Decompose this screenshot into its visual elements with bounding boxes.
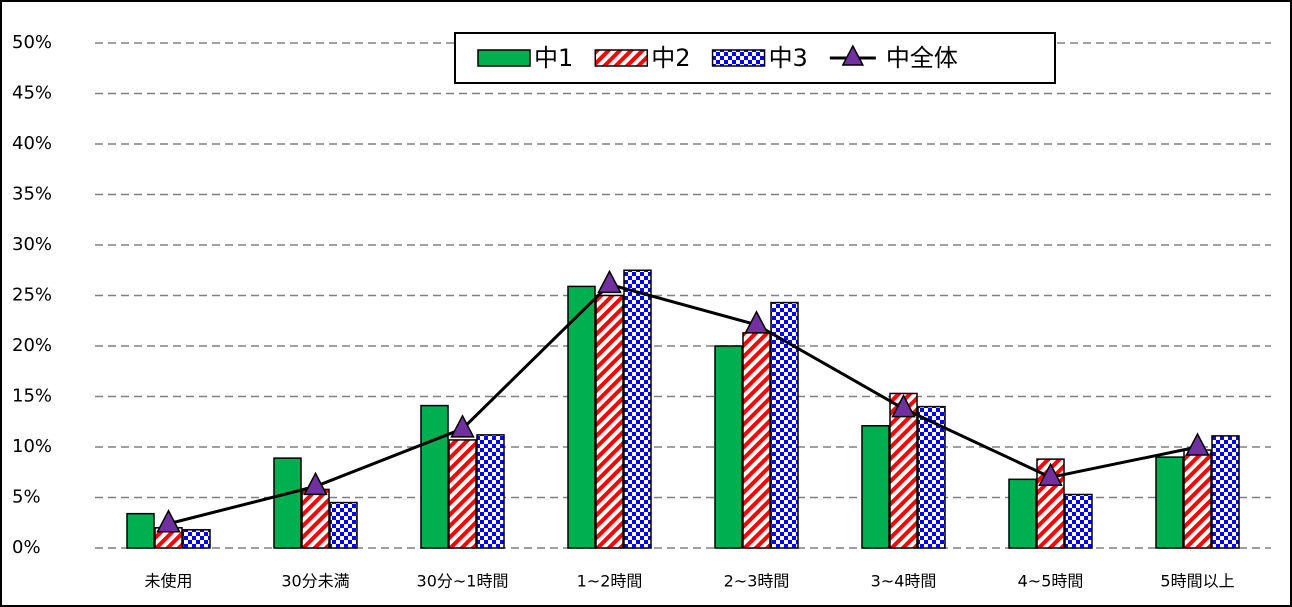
y-tick-label: 40% bbox=[12, 133, 52, 154]
x-tick-label: 2~3時間 bbox=[724, 572, 790, 591]
y-tick-label: 25% bbox=[12, 285, 52, 306]
legend-marker bbox=[841, 44, 865, 66]
bar bbox=[1183, 449, 1212, 549]
bar bbox=[714, 345, 743, 549]
legend-label: 中3 bbox=[769, 44, 808, 72]
x-tick-label: 5時間以上 bbox=[1160, 572, 1234, 591]
line-marker bbox=[303, 471, 328, 496]
bar bbox=[861, 425, 890, 549]
y-tick-label: 0% bbox=[12, 537, 41, 558]
line-marker bbox=[1185, 432, 1210, 456]
bar bbox=[623, 269, 652, 549]
y-tick-label: 35% bbox=[12, 184, 52, 205]
bar bbox=[1211, 435, 1240, 549]
y-tick-label: 30% bbox=[12, 234, 52, 255]
line-marker bbox=[891, 394, 916, 418]
bar bbox=[742, 332, 771, 549]
bar bbox=[182, 529, 211, 549]
legend-label: 中1 bbox=[534, 44, 573, 72]
line-marker bbox=[1038, 462, 1063, 487]
bar bbox=[1064, 493, 1093, 549]
x-tick-label: 4~5時間 bbox=[1018, 572, 1084, 591]
x-tick-label: 1~2時間 bbox=[577, 572, 643, 591]
y-tick-label: 45% bbox=[12, 83, 52, 104]
legend-label: 中2 bbox=[651, 44, 690, 72]
legend-swatch bbox=[711, 49, 766, 67]
y-tick-label: 5% bbox=[12, 487, 41, 508]
bar bbox=[889, 392, 918, 549]
legend-swatch bbox=[477, 49, 531, 67]
line-marker bbox=[156, 509, 181, 533]
bar bbox=[917, 405, 946, 549]
x-tick-label: 30分~1時間 bbox=[417, 572, 509, 591]
bar bbox=[448, 439, 477, 549]
x-tick-label: 30分未満 bbox=[281, 572, 349, 591]
legend-label: 中全体 bbox=[886, 44, 958, 72]
legend: 中1 中2 中3 中全体 bbox=[454, 32, 1056, 84]
bar bbox=[126, 512, 155, 549]
bar bbox=[329, 501, 358, 549]
bar bbox=[273, 457, 302, 549]
y-tick-label: 15% bbox=[12, 386, 52, 407]
bar bbox=[1155, 456, 1184, 549]
line-marker bbox=[744, 310, 769, 334]
line-marker bbox=[597, 269, 622, 294]
bar bbox=[567, 285, 596, 549]
line-marker bbox=[450, 414, 475, 438]
y-tick-label: 20% bbox=[12, 335, 52, 356]
legend-swatch bbox=[594, 49, 649, 67]
y-tick-label: 50% bbox=[12, 32, 52, 53]
bar bbox=[476, 434, 505, 549]
line-series bbox=[168, 282, 1198, 526]
bar bbox=[770, 301, 799, 549]
x-tick-label: 3~4時間 bbox=[871, 572, 937, 591]
bar bbox=[301, 488, 330, 549]
bar bbox=[1008, 478, 1037, 549]
bar bbox=[420, 404, 449, 549]
x-tick-label: 未使用 bbox=[144, 572, 192, 591]
bar bbox=[595, 294, 624, 549]
y-tick-label: 10% bbox=[12, 436, 52, 457]
